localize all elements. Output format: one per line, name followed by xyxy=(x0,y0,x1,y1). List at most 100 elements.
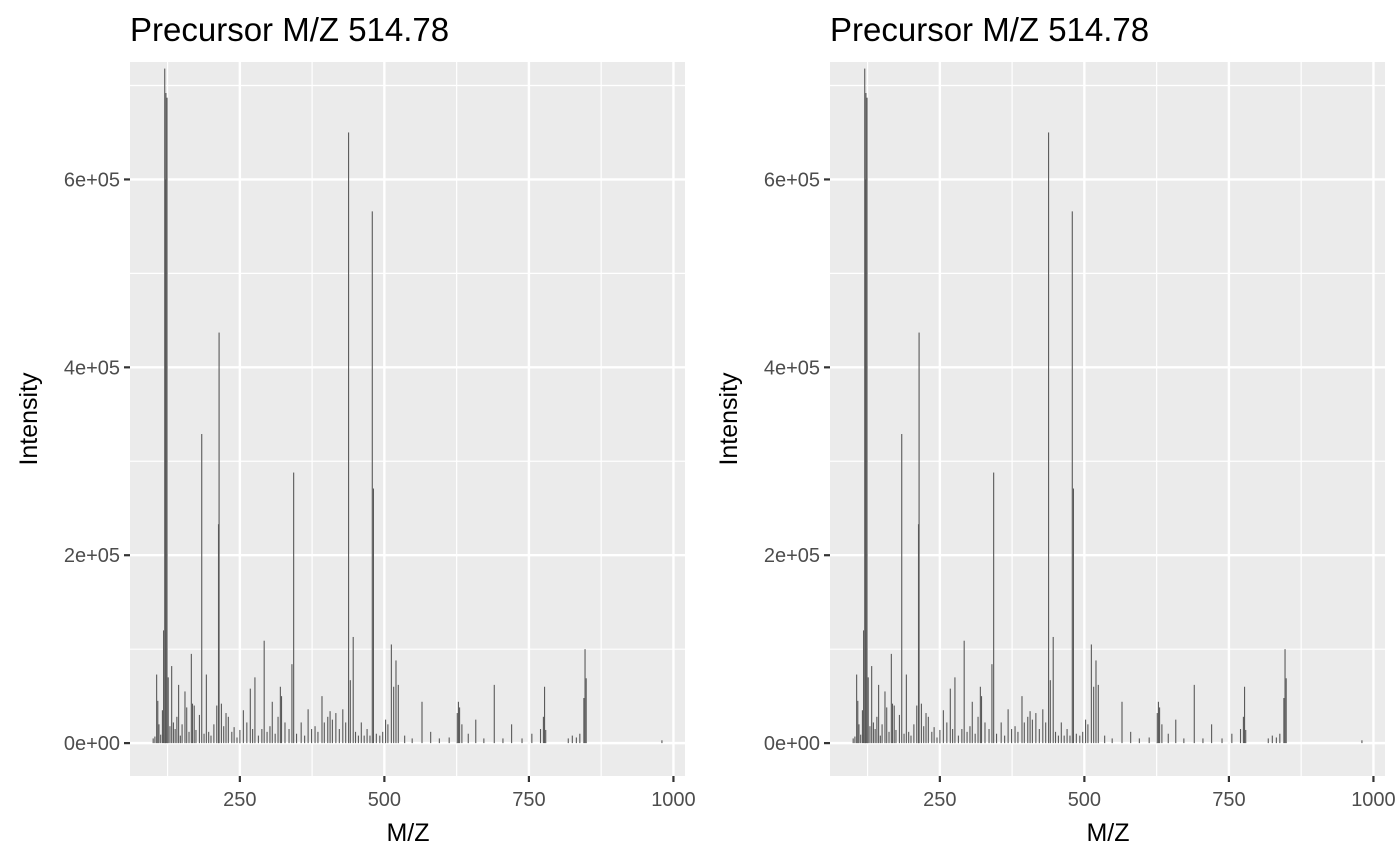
spectrum-peak xyxy=(1072,488,1074,744)
spectrum-peaks xyxy=(152,68,663,744)
spectrum-peak xyxy=(1231,733,1233,744)
spectrum-peak xyxy=(903,733,905,744)
spectrum-peak xyxy=(271,701,273,744)
spectrum-peak xyxy=(397,684,399,744)
spectrum-peak xyxy=(395,660,397,744)
y-tick-label: 6e+05 xyxy=(764,169,820,191)
spectrum-chart-left: Precursor M/Z 514.78 0e+00 2e+05 4e+05 6e+0… xyxy=(15,11,696,847)
spectrum-peak xyxy=(866,97,868,744)
spectrum-peak xyxy=(575,737,577,744)
spectrum-peak xyxy=(201,434,203,744)
spectrum-peak xyxy=(993,472,995,744)
spectrum-peak xyxy=(254,677,256,744)
spectrum-peak xyxy=(891,703,894,744)
spectrum-peak xyxy=(371,211,373,744)
spectrum-peak xyxy=(317,731,319,744)
spectrum-peak xyxy=(521,738,523,744)
spectrum-peak xyxy=(493,684,495,744)
spectrum-peak xyxy=(920,703,922,744)
spectrum-peak xyxy=(1239,729,1242,744)
spectrum-peak xyxy=(1063,735,1065,744)
spectrum-peak xyxy=(1283,698,1285,744)
spectrum-peak xyxy=(545,729,547,744)
spectrum-peak xyxy=(1242,716,1244,744)
spectrum-peak xyxy=(213,724,215,744)
spectrum-peak xyxy=(438,738,440,744)
spectrum-peak xyxy=(184,691,186,744)
spectrum-peak xyxy=(372,488,374,744)
chart-panel-left: Precursor M/Z 514.78 0e+00 2e+05 4e+05 6e+0… xyxy=(15,11,696,847)
spectrum-peak xyxy=(242,710,244,744)
spectrum-peak xyxy=(390,644,392,744)
spectrum-peak xyxy=(475,719,477,744)
spectrum-peak xyxy=(448,737,450,744)
spectrum-peak xyxy=(991,664,993,744)
spectrum-peak xyxy=(366,729,368,744)
spectrum-peak xyxy=(502,738,504,744)
spectrum-peak xyxy=(261,729,263,744)
spectrum-peak xyxy=(236,737,238,744)
spectrum-peak xyxy=(988,729,990,744)
spectrum-peak xyxy=(252,729,254,744)
spectrum-peak xyxy=(269,726,271,744)
y-axis-title: Intensity xyxy=(15,372,43,466)
spectrum-peak xyxy=(217,524,220,744)
spectrum-peak xyxy=(311,729,313,744)
spectrum-peak xyxy=(327,716,329,744)
spectrum-peak xyxy=(357,735,359,744)
spectrum-peak xyxy=(1007,709,1009,744)
spectrum-peak xyxy=(1284,649,1286,744)
spectrum-peak xyxy=(980,696,983,744)
plot-background xyxy=(830,62,1385,776)
spectrum-peak xyxy=(323,722,325,744)
y-tick-label: 6e+05 xyxy=(64,169,120,191)
spectrum-peak xyxy=(861,710,863,744)
spectrum-peak xyxy=(1130,731,1132,744)
spectrum-peak xyxy=(369,735,371,744)
spectrum-peak xyxy=(1138,738,1140,744)
spectrum-peak xyxy=(208,731,210,744)
spectrum-peak xyxy=(1111,738,1113,744)
spectrum-peak xyxy=(457,701,459,744)
spectrum-peak xyxy=(1090,644,1092,744)
spectrum-peak xyxy=(1202,738,1204,744)
spectrum-peak xyxy=(879,735,881,744)
spectrum-peak xyxy=(1148,737,1150,744)
spectrum-peak xyxy=(1069,735,1071,744)
spectrum-peak xyxy=(923,726,925,744)
spectrum-peak xyxy=(188,731,190,744)
spectrum-peak xyxy=(331,719,333,744)
spectrum-peak xyxy=(942,710,944,744)
spectrum-peak xyxy=(467,733,469,744)
spectrum-peak xyxy=(1000,722,1002,744)
spectrum-peak xyxy=(393,686,395,744)
spectrum-peak xyxy=(456,713,458,744)
spectrum-peak xyxy=(901,434,903,744)
spectrum-peak xyxy=(571,735,573,744)
spectrum-peak xyxy=(338,729,340,744)
spectrum-peak xyxy=(876,716,878,744)
spectrum-peak xyxy=(1167,733,1169,744)
spectrum-peak xyxy=(1075,733,1077,744)
spectrum-peak xyxy=(300,722,302,744)
y-tick-label: 4e+05 xyxy=(764,357,820,379)
spectrum-peak xyxy=(933,727,935,744)
spectrum-peak xyxy=(191,703,194,744)
spectrum-peak xyxy=(1095,660,1097,744)
spectrum-peak xyxy=(174,729,176,744)
spectrum-peak xyxy=(927,716,929,744)
x-tick-label: 750 xyxy=(1212,789,1245,811)
spectrum-peak xyxy=(864,68,866,744)
spectrum-peak xyxy=(345,722,347,744)
spectrum-peak xyxy=(544,686,546,744)
spectrum-peak xyxy=(218,332,220,744)
spectrum-peak xyxy=(931,731,933,744)
spectrum-peaks xyxy=(852,68,1363,744)
spectrum-peak xyxy=(1057,735,1059,744)
spectrum-peak xyxy=(531,733,533,744)
spectrum-peak xyxy=(1052,636,1054,744)
spectrum-peak xyxy=(172,722,174,744)
spectrum-peak xyxy=(1245,729,1247,744)
spectrum-peak xyxy=(349,680,351,744)
spectrum-peak xyxy=(279,686,281,744)
